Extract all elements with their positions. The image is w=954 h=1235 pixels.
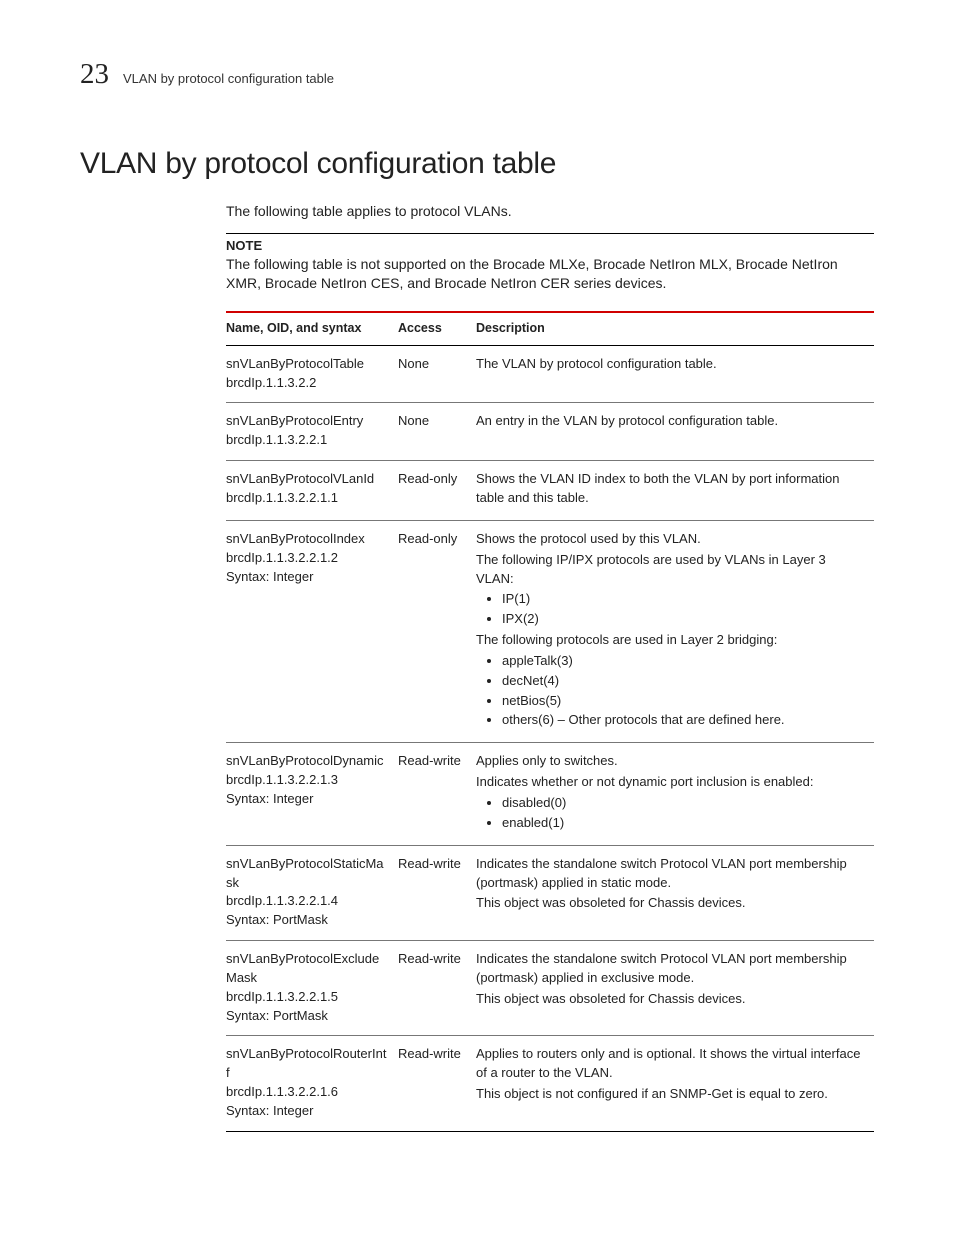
name-line: Syntax: PortMask	[226, 911, 390, 930]
access-cell: Read-write	[398, 1036, 476, 1131]
access-cell: None	[398, 345, 476, 403]
page: 23 VLAN by protocol configuration table …	[0, 0, 954, 1235]
list-item: others(6) – Other protocols that are def…	[502, 711, 866, 730]
body-content: The following table applies to protocol …	[226, 203, 874, 1132]
table-row: snVLanByProtocolIndexbrcdIp.1.1.3.2.2.1.…	[226, 520, 874, 742]
description-cell: Applies only to switches. Indicates wheth…	[476, 743, 874, 845]
description-text: The following IP/IPX protocols are used …	[476, 551, 866, 589]
list-item: enabled(1)	[502, 814, 866, 833]
list-item: disabled(0)	[502, 794, 866, 813]
name-line: brcdIp.1.1.3.2.2.1.4	[226, 892, 390, 911]
description-list: appleTalk(3)decNet(4)netBios(5)others(6)…	[476, 652, 866, 730]
col-desc-header: Description	[476, 312, 874, 346]
name-line: Syntax: Integer	[226, 568, 390, 587]
name-line: snVLanByProtocolExcludeMask	[226, 950, 390, 988]
name-line: snVLanByProtocolIndex	[226, 530, 390, 549]
description-cell: Shows the VLAN ID index to both the VLAN…	[476, 461, 874, 521]
name-line: snVLanByProtocolEntry	[226, 412, 390, 431]
description-text: Indicates the standalone switch Protocol…	[476, 855, 866, 893]
name-line: snVLanByProtocolRouterIntf	[226, 1045, 390, 1083]
col-access-header: Access	[398, 312, 476, 346]
name-line: brcdIp.1.1.3.2.2.1.2	[226, 549, 390, 568]
description-cell: The VLAN by protocol configuration table…	[476, 345, 874, 403]
name-oid-cell: snVLanByProtocolExcludeMaskbrcdIp.1.1.3.…	[226, 941, 398, 1036]
access-cell: Read-only	[398, 461, 476, 521]
running-title: VLAN by protocol configuration table	[123, 71, 334, 86]
description-text: Applies only to switches.	[476, 752, 866, 771]
name-oid-cell: snVLanByProtocolEntrybrcdIp.1.1.3.2.2.1	[226, 403, 398, 461]
name-line: brcdIp.1.1.3.2.2.1.6	[226, 1083, 390, 1102]
note-body: The following table is not supported on …	[226, 255, 874, 293]
table-row: snVLanByProtocolExcludeMaskbrcdIp.1.1.3.…	[226, 941, 874, 1036]
description-list: IP(1)IPX(2)	[476, 590, 866, 629]
description-text: Shows the VLAN ID index to both the VLAN…	[476, 470, 866, 508]
description-text: The VLAN by protocol configuration table…	[476, 355, 866, 374]
description-cell: Applies to routers only and is optional.…	[476, 1036, 874, 1131]
name-line: snVLanByProtocolTable	[226, 355, 390, 374]
description-text: Applies to routers only and is optional.…	[476, 1045, 866, 1083]
access-cell: Read-write	[398, 941, 476, 1036]
table-row: snVLanByProtocolDynamicbrcdIp.1.1.3.2.2.…	[226, 743, 874, 845]
description-text: Shows the protocol used by this VLAN.	[476, 530, 866, 549]
description-cell: An entry in the VLAN by protocol configu…	[476, 403, 874, 461]
running-header: 23 VLAN by protocol configuration table	[80, 60, 874, 89]
description-text: An entry in the VLAN by protocol configu…	[476, 412, 866, 431]
description-list: disabled(0)enabled(1)	[476, 794, 866, 833]
note-rule	[226, 233, 874, 234]
name-line: Syntax: PortMask	[226, 1007, 390, 1026]
table-row: snVLanByProtocolVLanIdbrcdIp.1.1.3.2.2.1…	[226, 461, 874, 521]
description-text: This object is not configured if an SNMP…	[476, 1085, 866, 1104]
name-oid-cell: snVLanByProtocolDynamicbrcdIp.1.1.3.2.2.…	[226, 743, 398, 845]
page-title: VLAN by protocol configuration table	[80, 147, 874, 181]
description-text: This object was obsoleted for Chassis de…	[476, 990, 866, 1009]
col-name-header: Name, OID, and syntax	[226, 312, 398, 346]
access-cell: Read-write	[398, 743, 476, 845]
list-item: netBios(5)	[502, 692, 866, 711]
name-oid-cell: snVLanByProtocolVLanIdbrcdIp.1.1.3.2.2.1…	[226, 461, 398, 521]
description-cell: Indicates the standalone switch Protocol…	[476, 845, 874, 940]
description-cell: Shows the protocol used by this VLAN. The…	[476, 520, 874, 742]
name-line: Syntax: Integer	[226, 1102, 390, 1121]
description-cell: Indicates the standalone switch Protocol…	[476, 941, 874, 1036]
table-row: snVLanByProtocolTablebrcdIp.1.1.3.2.2Non…	[226, 345, 874, 403]
mib-table: Name, OID, and syntax Access Description…	[226, 311, 874, 1132]
access-cell: Read-write	[398, 845, 476, 940]
list-item: IP(1)	[502, 590, 866, 609]
table-row: snVLanByProtocolEntrybrcdIp.1.1.3.2.2.1N…	[226, 403, 874, 461]
name-line: brcdIp.1.1.3.2.2.1.3	[226, 771, 390, 790]
access-cell: Read-only	[398, 520, 476, 742]
description-text: The following protocols are used in Laye…	[476, 631, 866, 650]
name-line: snVLanByProtocolVLanId	[226, 470, 390, 489]
name-oid-cell: snVLanByProtocolTablebrcdIp.1.1.3.2.2	[226, 345, 398, 403]
table-row: snVLanByProtocolStaticMaskbrcdIp.1.1.3.2…	[226, 845, 874, 940]
table-header-row: Name, OID, and syntax Access Description	[226, 312, 874, 346]
access-cell: None	[398, 403, 476, 461]
name-line: snVLanByProtocolStaticMask	[226, 855, 390, 893]
intro-paragraph: The following table applies to protocol …	[226, 203, 874, 219]
description-text: This object was obsoleted for Chassis de…	[476, 894, 866, 913]
name-line: Syntax: Integer	[226, 790, 390, 809]
name-line: snVLanByProtocolDynamic	[226, 752, 390, 771]
name-oid-cell: snVLanByProtocolIndexbrcdIp.1.1.3.2.2.1.…	[226, 520, 398, 742]
name-line: brcdIp.1.1.3.2.2.1	[226, 431, 390, 450]
name-line: brcdIp.1.1.3.2.2.1.5	[226, 988, 390, 1007]
name-line: brcdIp.1.1.3.2.2.1.1	[226, 489, 390, 508]
list-item: IPX(2)	[502, 610, 866, 629]
description-text: Indicates the standalone switch Protocol…	[476, 950, 866, 988]
list-item: decNet(4)	[502, 672, 866, 691]
list-item: appleTalk(3)	[502, 652, 866, 671]
name-oid-cell: snVLanByProtocolStaticMaskbrcdIp.1.1.3.2…	[226, 845, 398, 940]
note-label: NOTE	[226, 238, 874, 253]
description-text: Indicates whether or not dynamic port in…	[476, 773, 866, 792]
name-oid-cell: snVLanByProtocolRouterIntfbrcdIp.1.1.3.2…	[226, 1036, 398, 1131]
name-line: brcdIp.1.1.3.2.2	[226, 374, 390, 393]
table-row: snVLanByProtocolRouterIntfbrcdIp.1.1.3.2…	[226, 1036, 874, 1131]
chapter-number: 23	[80, 60, 109, 89]
